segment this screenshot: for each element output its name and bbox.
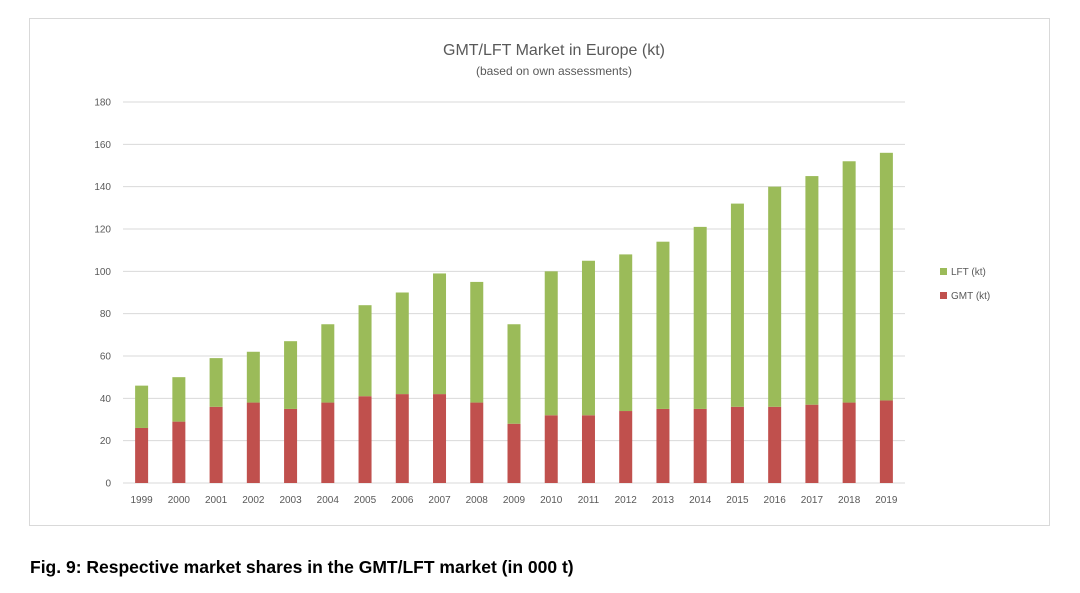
bar-lft [730,203,744,407]
x-axis-ticks: 1999 2000 2001 2002 2003 2004 2005 2006 2007 2008… [130,495,897,506]
bar-lft [805,176,819,405]
y-tick-label: 100 [94,267,111,278]
bar-gmt [656,408,670,483]
bar-gmt [433,394,447,483]
bar-gmt [768,406,782,483]
bar-lft [879,152,893,401]
x-tick-label: 2009 [503,495,526,506]
bar-gmt [805,404,819,483]
bar-lft [507,324,521,424]
bar-gmt [842,402,856,483]
y-tick-label: 40 [100,394,112,405]
y-tick-label: 80 [100,309,112,320]
x-tick-label: 2006 [391,495,414,506]
bar-gmt [395,394,409,483]
y-tick-label: 140 [94,182,111,193]
bar-gmt [246,402,260,483]
bar-gmt [730,406,744,483]
x-tick-label: 2017 [801,495,824,506]
x-tick-label: 2005 [354,495,377,506]
x-tick-label: 1999 [130,495,153,506]
legend: LFT (kt) GMT (kt) [940,267,990,302]
legend-label: LFT (kt) [951,267,986,278]
bar-gmt [619,411,633,483]
y-tick-label: 60 [100,352,112,363]
bar-lft [619,254,633,412]
bar-lft [321,324,335,403]
bar-gmt [507,423,521,483]
bar-lft [172,377,186,422]
bar-gmt [284,408,298,483]
x-tick-label: 2019 [875,495,898,506]
x-tick-label: 2012 [615,495,638,506]
bar-lft [544,271,558,416]
x-tick-label: 2004 [317,495,340,506]
y-tick-label: 0 [105,479,111,490]
x-tick-label: 2000 [168,495,191,506]
figure-caption: Fig. 9: Respective market shares in the … [30,557,574,577]
legend-label: GMT (kt) [951,291,990,302]
x-tick-label: 2010 [540,495,563,506]
bar-lft [470,281,484,403]
y-axis-ticks: 0 20 40 60 80 100 120 140 160 180 [94,98,111,490]
legend-swatch [940,292,947,299]
y-tick-label: 160 [94,140,111,151]
x-tick-label: 2013 [652,495,675,506]
y-tick-label: 20 [100,436,112,447]
y-tick-label: 180 [94,98,111,109]
bar-lft [842,161,856,403]
x-tick-label: 2016 [764,495,787,506]
bar-lft [395,292,409,395]
bar-lft [358,305,372,397]
x-tick-label: 2011 [578,495,600,506]
chart-frame [29,18,1050,526]
x-tick-label: 2018 [838,495,861,506]
bar-gmt [172,421,186,483]
bar-lft [246,351,260,403]
bar-lft [209,358,223,407]
bar-gmt [209,406,223,483]
chart-title: GMT/LFT Market in Europe (kt) [443,42,665,59]
bar-gmt [135,427,149,483]
bar-lft [656,241,670,409]
bar-lft [693,226,707,409]
x-tick-label: 2003 [279,495,302,506]
bar-gmt [581,415,595,483]
x-tick-label: 2015 [726,495,749,506]
bar-lft [768,186,782,407]
chart-subtitle: (based on own assessments) [476,64,632,78]
bar-lft [135,385,149,428]
bar-gmt [879,400,893,483]
bar-lft [284,341,298,409]
bars [135,152,893,483]
x-tick-label: 2008 [466,495,489,506]
x-tick-label: 2007 [428,495,451,506]
bar-lft [433,273,447,395]
bar-lft [581,260,595,416]
x-tick-label: 2014 [689,495,712,506]
bar-gmt [321,402,335,483]
legend-swatch [940,268,947,275]
bar-gmt [544,415,558,483]
bar-gmt [358,396,372,483]
bar-gmt [470,402,484,483]
x-tick-label: 2002 [242,495,265,506]
bar-gmt [693,408,707,483]
y-tick-label: 120 [94,225,111,236]
x-tick-label: 2001 [205,495,228,506]
